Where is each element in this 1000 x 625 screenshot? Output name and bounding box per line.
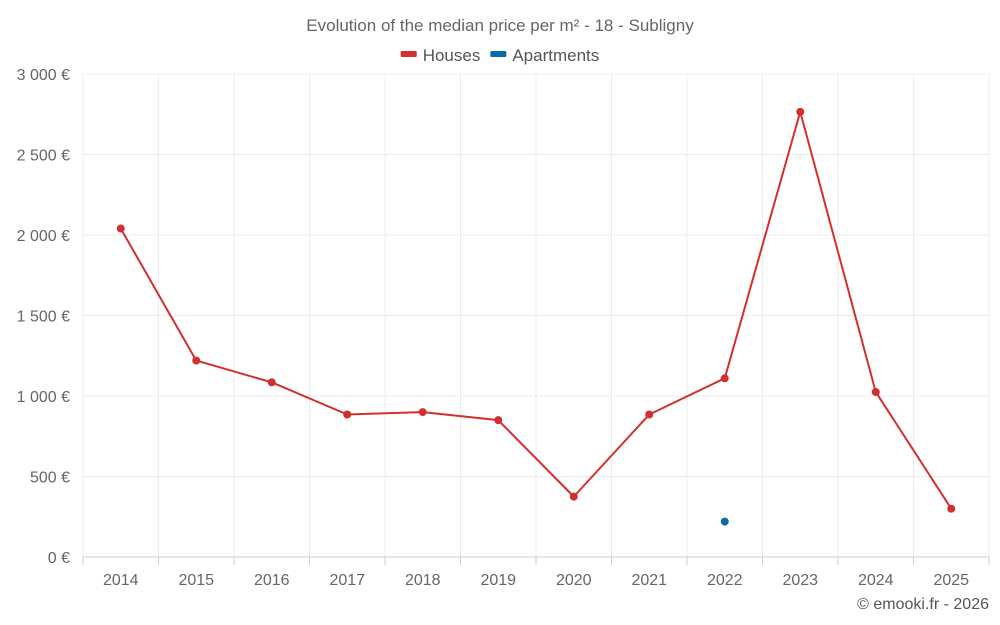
x-tick-label: 2022 bbox=[707, 572, 743, 589]
legend-swatch bbox=[400, 51, 417, 57]
data-point-houses[interactable] bbox=[192, 356, 201, 365]
series-apartments bbox=[720, 517, 729, 526]
legend-label: Apartments bbox=[512, 46, 599, 65]
x-tick-label: 2025 bbox=[933, 572, 969, 589]
x-tick-label: 2017 bbox=[329, 572, 365, 589]
x-tick-label: 2020 bbox=[556, 572, 592, 589]
data-point-houses[interactable] bbox=[947, 504, 956, 513]
legend-item-houses[interactable]: Houses bbox=[400, 46, 481, 65]
data-point-houses[interactable] bbox=[494, 416, 503, 425]
axes: 0 € 500 € 1 000 € 1 500 € 2 000 € 2 500 € 3 00… bbox=[17, 67, 990, 589]
y-tick-label: 0 € bbox=[48, 550, 70, 567]
y-tick-label: 1 500 € bbox=[17, 309, 70, 326]
y-tick-label: 3 000 € bbox=[17, 67, 70, 84]
y-tick-label: 2 500 € bbox=[17, 148, 70, 165]
x-tick-label: 2018 bbox=[405, 572, 441, 589]
x-tick-label: 2021 bbox=[631, 572, 667, 589]
data-point-houses[interactable] bbox=[796, 107, 805, 116]
data-point-houses[interactable] bbox=[720, 374, 729, 383]
data-point-houses[interactable] bbox=[116, 224, 125, 233]
legend: Houses Apartments bbox=[400, 46, 599, 65]
data-point-houses[interactable] bbox=[645, 410, 654, 419]
legend-swatch bbox=[490, 51, 507, 57]
y-tick-label: 500 € bbox=[30, 470, 70, 487]
series-line-houses bbox=[119, 110, 953, 510]
y-tick-label: 1 000 € bbox=[17, 389, 70, 406]
legend-item-apartments[interactable]: Apartments bbox=[490, 46, 599, 65]
x-tick-label: 2023 bbox=[782, 572, 818, 589]
x-tick-label: 2024 bbox=[858, 572, 894, 589]
data-point-houses[interactable] bbox=[871, 387, 880, 396]
grid bbox=[82, 73, 990, 557]
series bbox=[116, 107, 956, 526]
legend-label: Houses bbox=[423, 46, 481, 65]
x-tick-label: 2016 bbox=[254, 572, 290, 589]
data-point-houses[interactable] bbox=[267, 378, 276, 387]
x-tick-label: 2019 bbox=[480, 572, 516, 589]
data-point-apartments[interactable] bbox=[720, 517, 729, 526]
x-tick-label: 2014 bbox=[103, 572, 139, 589]
copyright-text: © emooki.fr - 2026 bbox=[857, 596, 989, 613]
data-point-houses[interactable] bbox=[343, 410, 352, 419]
data-point-houses[interactable] bbox=[569, 492, 578, 501]
series-houses bbox=[116, 107, 956, 513]
data-point-houses[interactable] bbox=[418, 408, 427, 417]
chart-title: Evolution of the median price per m² - 1… bbox=[306, 16, 694, 35]
x-tick-label: 2015 bbox=[178, 572, 214, 589]
y-tick-label: 2 000 € bbox=[17, 228, 70, 245]
